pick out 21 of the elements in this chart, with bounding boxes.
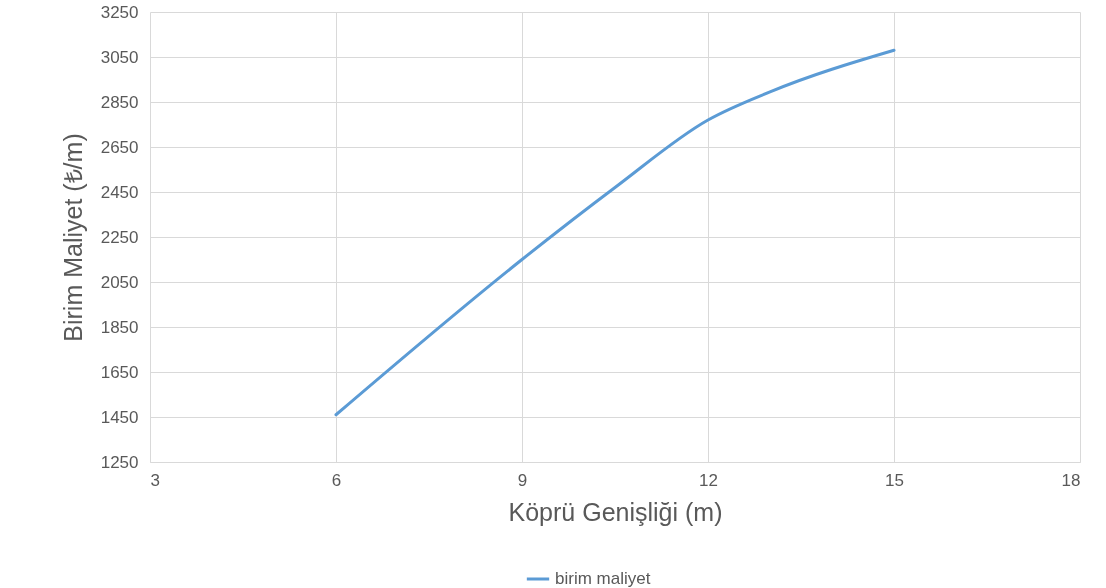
y-tick-label: 1250: [100, 452, 139, 472]
x-tick-label: 6: [331, 470, 342, 490]
x-tick-label: 9: [517, 470, 528, 490]
x-axis-title: Köprü Genişliği (m): [508, 497, 723, 526]
x-tick-label: 18: [1061, 470, 1081, 490]
line-series: [334, 48, 896, 417]
y-tick-label: 3250: [100, 2, 139, 22]
y-tick-label: 2850: [100, 92, 139, 112]
x-tick-label: 12: [699, 470, 718, 490]
y-axis-title: Birim Maliyet (₺/m): [58, 133, 87, 342]
y-tick-label: 2050: [100, 272, 139, 292]
y-tick-label: 1850: [100, 317, 139, 337]
y-tick-label: 2650: [100, 137, 139, 157]
y-tick-label: 1650: [100, 362, 139, 382]
x-tick-label: 3: [150, 470, 160, 490]
legend-label: birim maliyet: [555, 569, 651, 588]
y-tick-label: 1450: [100, 407, 139, 427]
y-tick-label: 2450: [100, 182, 139, 202]
y-tick-label: 3050: [100, 47, 139, 67]
y-tick-label: 2250: [100, 227, 139, 247]
x-tick-label: 15: [885, 470, 904, 490]
